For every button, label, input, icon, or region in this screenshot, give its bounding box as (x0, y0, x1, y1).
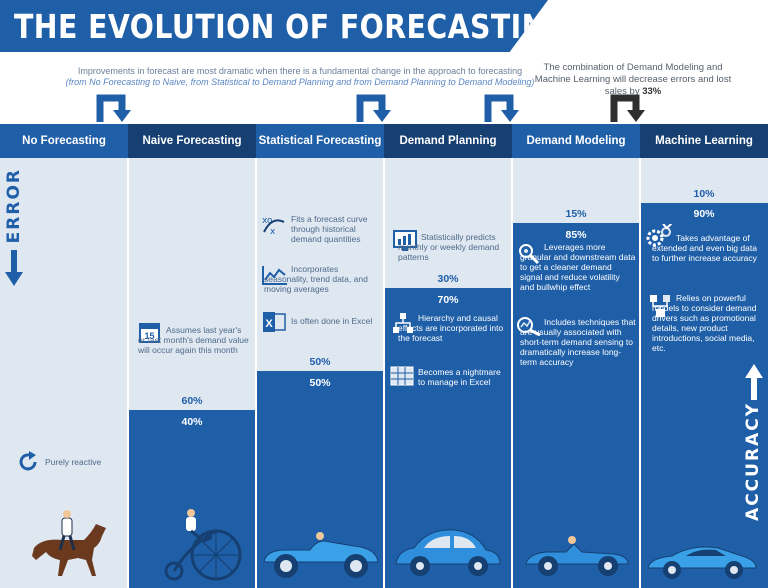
svg-text:x: x (270, 227, 276, 236)
column-machine-learning-accuracy (640, 203, 768, 588)
header-naive-forecasting: Naive Forecasting (128, 124, 256, 158)
header-demand-planning: Demand Planning (384, 124, 512, 158)
column-statistical-error (256, 158, 384, 371)
error-axis-label: ERROR (4, 168, 24, 244)
vintage-car-illustration (263, 532, 379, 578)
column-demand-modeling-error (512, 158, 640, 223)
combination-note-text: The combination of Demand Modeling and M… (534, 62, 732, 97)
magnifier-chart-icon (517, 317, 541, 336)
page-title: THE EVOLUTION OF FORECASTING (14, 7, 570, 46)
item-hierarchy-causal: Hierarchy and causal effects are incorpo… (398, 313, 504, 343)
accuracy-naive: 40% (181, 416, 203, 428)
column-divider (127, 158, 129, 588)
svg-text:xo: xo (262, 216, 273, 226)
step-arrow-icon (356, 94, 391, 122)
combination-note-highlight: 33% (642, 86, 662, 97)
item-excel: Is often done in Excel (291, 316, 373, 326)
combination-arrow-icon (610, 94, 645, 122)
item-nightmare-excel: Becomes a nightmare to manage in Excel (418, 367, 501, 387)
item-short-term-sensing: Includes techniques that are usually ass… (520, 317, 636, 367)
refresh-icon (19, 451, 37, 471)
network-icon (650, 295, 670, 317)
beetle-car-illustration (395, 529, 501, 576)
header-demand-modeling: Demand Modeling (512, 124, 640, 158)
trend-chart-icon (262, 266, 287, 285)
accuracy-demand-modeling: 85% (565, 229, 587, 241)
calendar-icon: 15 (139, 323, 160, 343)
error-naive: 60% (181, 395, 203, 407)
error-demand-planning: 30% (437, 273, 459, 285)
step-arrow-icon (484, 94, 519, 122)
error-machine-learning: 10% (693, 188, 715, 200)
item-naive-assumption: Assumes last year's or last month's dema… (138, 325, 249, 355)
column-divider (255, 158, 257, 588)
horse-rider-illustration (32, 510, 106, 576)
item-big-data: Takes advantage of extended and even big… (652, 233, 757, 263)
gears-icon (646, 224, 673, 247)
item-purely-reactive: Purely reactive (45, 457, 102, 467)
column-divider (639, 158, 641, 588)
accuracy-machine-learning: 90% (693, 208, 715, 220)
improvement-note-line1: Improvements in forecast are most dramat… (77, 66, 523, 76)
search-data-icon (519, 244, 540, 265)
svg-text:15: 15 (144, 331, 154, 341)
item-fits-curve: Fits a forecast curve through historical… (291, 214, 368, 244)
penny-farthing-illustration (164, 509, 242, 581)
spreadsheet-icon (390, 366, 414, 386)
accuracy-statistical: 50% (309, 377, 331, 389)
down-arrow-icon (5, 250, 23, 286)
up-arrow-icon (745, 364, 763, 400)
error-statistical: 50% (309, 356, 331, 368)
item-statistically-predicts: Statistically predicts monthly or weekly… (398, 232, 500, 262)
accuracy-axis-label: ACCURACY (743, 402, 763, 521)
combination-note: The combination of Demand Modeling and M… (528, 62, 738, 98)
column-naive-error (128, 158, 256, 410)
error-demand-modeling: 15% (565, 208, 587, 220)
title-banner: THE EVOLUTION OF FORECASTING (0, 0, 548, 52)
item-seasonality: Incorporates seasonality, trend data, an… (264, 264, 368, 294)
column-demand-planning-error (384, 158, 512, 288)
improvement-note-line2: (from No Forecasting to Naive, from Stat… (65, 77, 535, 87)
hierarchy-icon (393, 313, 413, 333)
header-machine-learning: Machine Learning (640, 124, 768, 158)
item-powerful-models: Relies on powerful models to consider de… (652, 293, 757, 353)
convertible-car-illustration (525, 536, 629, 576)
column-machine-learning-error (640, 158, 768, 203)
sports-car-illustration (647, 546, 757, 579)
column-divider (383, 158, 385, 588)
dashboard-icon (393, 230, 417, 251)
svg-text:X: X (265, 318, 273, 330)
item-leverages-data: Leverages more granular and downstream d… (520, 242, 636, 292)
step-arrow-icon (96, 94, 131, 122)
curve-fit-icon: xo x (262, 216, 285, 236)
improvement-note: Improvements in forecast are most dramat… (40, 66, 560, 88)
column-divider (511, 158, 513, 588)
accuracy-demand-planning: 70% (437, 294, 459, 306)
excel-icon: X (263, 312, 286, 332)
column-demand-modeling-accuracy (512, 223, 640, 588)
header-no-forecasting: No Forecasting (0, 124, 128, 158)
header-statistical-forecasting: Statistical Forecasting (256, 124, 384, 158)
